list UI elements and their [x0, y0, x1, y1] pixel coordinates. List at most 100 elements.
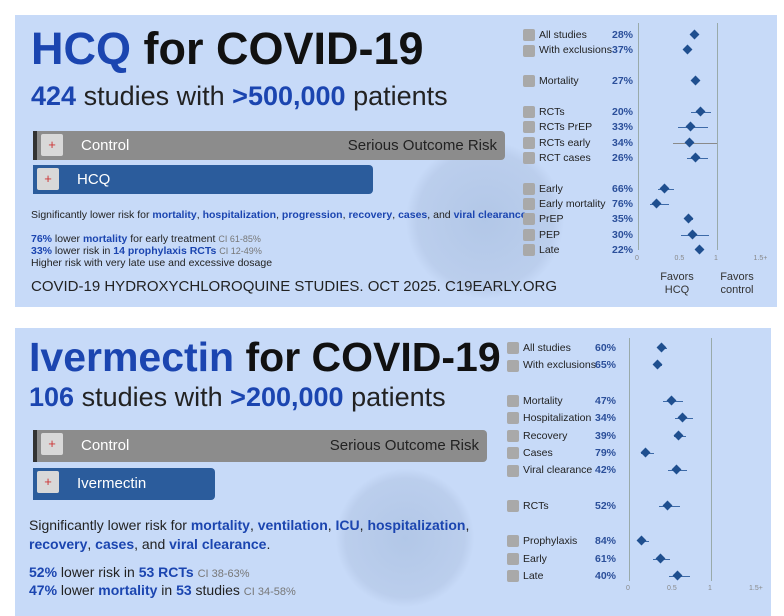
summary-outcome: viral clearance [453, 209, 527, 221]
row-percent: 26% [612, 151, 634, 164]
effect-diamond [691, 152, 701, 163]
early-icon [507, 552, 519, 565]
virus-background-image [335, 468, 475, 608]
late-icon [507, 570, 519, 583]
effect-diamond [662, 500, 673, 511]
stat-b1: 52% [29, 564, 58, 580]
panel-subtitle: 424 studies with >500,000 patients [31, 81, 448, 111]
stat-line: 52% lower risk in 53 RCTs CI 38-63% [29, 564, 250, 580]
hospital-icon [507, 412, 519, 425]
effect-diamond [672, 570, 683, 581]
effect-diamond [687, 229, 698, 239]
forest-row: Late 22% [523, 243, 633, 257]
stat-b1: 47% [29, 582, 58, 598]
row-label: PEP [539, 228, 561, 241]
treatment-label: HCQ [77, 171, 111, 188]
axis-tick-label: 0 [626, 585, 630, 592]
summary-prefix: Significantly lower risk for [29, 517, 191, 533]
favors-right-label: Favors control [720, 271, 754, 296]
row-label: Cases [523, 447, 553, 459]
risk-label: Serious Outcome Risk [329, 437, 479, 454]
row-percent: 20% [612, 105, 634, 118]
row-percent: 35% [612, 213, 634, 226]
summary-and: and [141, 536, 166, 552]
row-label: Hospitalization [523, 412, 592, 425]
row-percent: 33% [612, 121, 634, 134]
summary-text: Significantly lower risk for mortality, … [31, 209, 529, 221]
stat-b2: 53 RCTs [138, 564, 194, 580]
tombstone-icon [507, 395, 519, 408]
row-percent: 37% [612, 44, 634, 57]
row-label: Prophylaxis [523, 535, 578, 548]
favors-left-label: Favors HCQ [660, 271, 694, 296]
effect-diamond [640, 447, 651, 458]
summary-outcome: ventilation [257, 517, 328, 533]
hospital-icon: + [41, 433, 63, 455]
summary-outcome: recovery [348, 209, 393, 221]
forest-row: RCT cases 26% [523, 151, 633, 165]
prep-icon [523, 121, 535, 134]
row-percent: 61% [595, 552, 617, 565]
forest-row: With exclusions 65% [507, 358, 616, 372]
row-label: All studies [539, 29, 587, 41]
effect-diamond [667, 395, 677, 406]
forest-row: RCTs early 34% [523, 136, 633, 150]
effect-diamond [682, 44, 693, 55]
effect-diamond [694, 244, 705, 255]
forest-row: Prophylaxis 84% [507, 534, 616, 548]
row-percent: 79% [595, 447, 617, 459]
effect-diamond [659, 183, 670, 194]
forest-row: All studies 28% [523, 28, 633, 42]
tombstone-icon [523, 75, 535, 88]
summary-text: Significantly lower risk for mortality, … [29, 517, 470, 552]
stat-b1: 76% [31, 233, 53, 245]
forest-row: All studies 60% [507, 341, 616, 355]
row-label: Mortality [523, 394, 563, 407]
prep-icon [523, 228, 535, 241]
forest-row: With exclusions 37% [523, 43, 633, 57]
forest-row: RCTs 20% [523, 105, 633, 119]
stat-t1: lower [57, 582, 99, 598]
effect-diamond [656, 342, 667, 353]
row-percent: 65% [595, 359, 617, 372]
stat-ci: CI 12-49% [219, 246, 262, 256]
effect-diamond [689, 29, 700, 40]
forest-row: Viral clearance 42% [507, 463, 616, 477]
control-risk-bar: + Control Serious Outcome Risk [33, 131, 505, 160]
cases-icon [523, 152, 535, 165]
treatment-risk-bar: + HCQ [33, 165, 373, 194]
stat-line: 33% lower risk in 14 prophylaxis RCTs CI… [31, 245, 262, 257]
row-percent: 39% [595, 429, 617, 442]
stat-t1: lower [52, 233, 83, 245]
summary-outcome: hospitalization [367, 517, 466, 533]
stat-ci: CI 34-58% [243, 586, 296, 598]
recovery-icon [507, 429, 519, 442]
studies-icon [523, 182, 535, 195]
row-label: RCTs [539, 105, 565, 118]
summary-outcome: ICU [335, 517, 360, 533]
effect-diamond [636, 535, 647, 546]
stat-b2: mortality [82, 233, 128, 245]
forest-row: Early 61% [507, 552, 616, 566]
virus-background-image [405, 140, 565, 300]
forest-row: PEP 30% [523, 228, 633, 242]
row-label: With exclusions [523, 359, 596, 372]
stat-line: 76% lower mortality for early treatment … [31, 233, 261, 245]
virus-icon [507, 464, 519, 477]
studies-icon [507, 342, 519, 355]
row-percent: 34% [612, 136, 634, 149]
axis-tick-label: 1.5+ [753, 255, 768, 262]
row-label: Recovery [523, 429, 568, 442]
effect-diamond [651, 198, 662, 209]
prep-icon [523, 213, 535, 226]
row-label: Early [523, 552, 547, 565]
axis-reference-line [717, 23, 718, 250]
summary-prefix: Significantly lower risk for [31, 209, 153, 221]
effect-diamond [677, 412, 688, 423]
treatment-label: Ivermectin [77, 475, 147, 492]
row-percent: 22% [612, 243, 634, 256]
footer-text: COVID-19 HYDROXYCHLOROQUINE STUDIES. OCT… [31, 278, 557, 295]
row-percent: 47% [595, 394, 617, 407]
row-label: PrEP [539, 213, 564, 226]
row-label: Late [539, 243, 560, 256]
